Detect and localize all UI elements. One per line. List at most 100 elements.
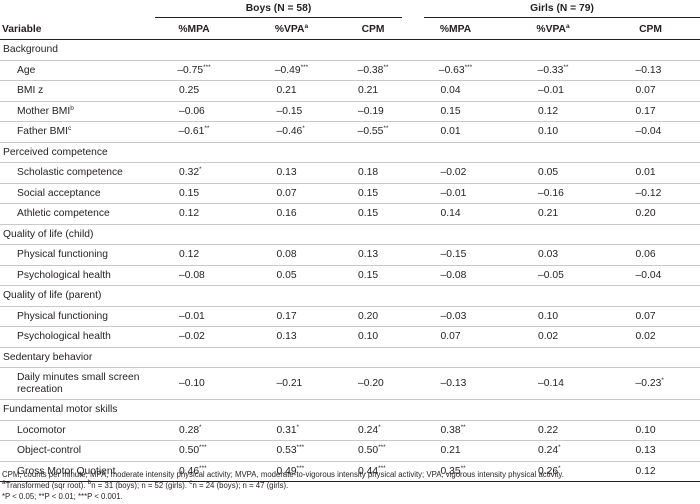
value-cell: 0.13: [601, 440, 700, 462]
section-row: Quality of life (parent): [0, 285, 700, 307]
value-cell: 0.07: [243, 183, 340, 204]
value-cell: –0.49***: [243, 60, 340, 81]
value-cell: 0.15: [145, 183, 243, 204]
value-cell: –0.19: [340, 101, 407, 122]
value-cell: 0.05: [243, 265, 340, 286]
value-cell: 0.25: [145, 80, 243, 102]
table-row: BMI z 0.25 0.21 0.21 0.04 –0.01 0.07: [0, 80, 700, 102]
value-cell: –0.13: [406, 367, 506, 400]
section-title: Sedentary behavior: [0, 347, 700, 368]
value-cell: 0.12: [145, 244, 243, 266]
table-row: Social acceptance 0.15 0.07 0.15 –0.01 –0.16–…: [0, 183, 700, 204]
group-header-row: Boys (N = 58) Girls (N = 79): [0, 0, 700, 20]
value-cell: 0.15: [340, 183, 407, 204]
table-row: Object-control 0.50*** 0.53*** 0.50*** 0.21 0…: [0, 440, 700, 462]
section-row: Fundamental motor skills: [0, 399, 700, 421]
value-cell: 0.49***: [243, 461, 340, 482]
value-cell: –0.10: [145, 367, 243, 400]
table-row: Mother BMIb –0.06 –0.15 –0.19 0.15 0.12 0.17: [0, 101, 700, 122]
value-cell: –0.08: [145, 265, 243, 286]
row-label: Psychological health: [0, 326, 145, 348]
table-row: Athletic competence 0.12 0.16 0.15 0.14 0.21 0…: [0, 203, 700, 225]
value-cell: 0.46***: [145, 461, 243, 482]
value-cell: –0.63***: [406, 60, 506, 81]
value-cell: 0.53***: [243, 440, 340, 462]
value-cell: 0.21: [243, 80, 340, 102]
value-cell: 0.02: [601, 326, 700, 348]
row-label: Scholastic competence: [0, 162, 145, 184]
value-cell: 0.12: [145, 203, 243, 225]
value-cell: 0.02: [505, 326, 602, 348]
value-cell: 0.01: [406, 121, 506, 143]
value-cell: –0.01: [505, 80, 602, 102]
value-cell: 0.20: [601, 203, 700, 225]
value-cell: –0.15: [243, 101, 340, 122]
value-cell: 0.15: [406, 101, 506, 122]
value-cell: 0.15: [340, 203, 407, 225]
column-header-row: Variable %MPA %VPAa CPM %MPA %VPAa CPM: [0, 20, 700, 40]
section-row: Background: [0, 39, 700, 61]
value-cell: 0.38**: [406, 420, 506, 441]
section-row: Perceived competence: [0, 142, 700, 163]
value-cell: 0.21: [340, 80, 407, 102]
value-cell: 0.07: [406, 326, 506, 348]
value-cell: –0.20: [340, 367, 407, 400]
boys-group-header: Boys (N = 58): [145, 0, 406, 20]
value-cell: 0.07: [601, 306, 700, 327]
boys-cpm-header: CPM: [340, 20, 407, 40]
value-cell: –0.75***: [145, 60, 243, 81]
value-cell: 0.14: [406, 203, 506, 225]
girls-group-header: Girls (N = 79): [406, 0, 700, 20]
section-title: Perceived competence: [0, 142, 700, 163]
correlation-table: Boys (N = 58) Girls (N = 79) Variable %M…: [0, 0, 700, 482]
value-cell: –0.03: [406, 306, 506, 327]
value-cell: 0.50***: [145, 440, 243, 462]
row-label: Gross Motor Quotient: [0, 461, 145, 482]
section-row: Sedentary behavior: [0, 347, 700, 368]
girls-cpm-header: CPM: [601, 20, 700, 40]
value-cell: 0.04: [406, 80, 506, 102]
value-cell: –0.13: [601, 60, 700, 81]
value-cell: 0.10: [340, 326, 407, 348]
value-cell: 0.08: [243, 244, 340, 266]
table-row: Age –0.75*** –0.49*** –0.38** –0.63*** –0.33*…: [0, 60, 700, 81]
value-cell: 0.28*: [145, 420, 243, 441]
value-cell: 0.01: [601, 162, 700, 184]
value-cell: 0.26*: [505, 461, 602, 482]
value-cell: –0.15: [406, 244, 506, 266]
value-cell: 0.12: [601, 461, 700, 482]
value-cell: 0.50***: [340, 440, 407, 462]
row-label: Mother BMIb: [0, 101, 145, 122]
section-title: Fundamental motor skills: [0, 399, 700, 421]
table-row: Daily minutes small screen recreation –0.…: [0, 367, 700, 400]
boys-mpa-header: %MPA: [145, 20, 243, 40]
table-row: Locomotor 0.28* 0.31* 0.24* 0.38** 0.22 0.10: [0, 420, 700, 441]
table-body: Background Age –0.75*** –0.49*** –0.38** –0.6…: [0, 39, 700, 482]
row-label: Psychological health: [0, 265, 145, 286]
section-title: Quality of life (parent): [0, 285, 700, 307]
table-row: Physical functioning –0.01 0.17 0.20 –0.03 0.…: [0, 306, 700, 327]
row-label: Locomotor: [0, 420, 145, 441]
value-cell: –0.02: [406, 162, 506, 184]
value-cell: –0.61**: [145, 121, 243, 143]
table-row: Father BMIc –0.61** –0.46* –0.55** 0.01 0.10–…: [0, 121, 700, 143]
table-row: Gross Motor Quotient 0.46*** 0.49*** 0.44**…: [0, 461, 700, 482]
value-cell: 0.31*: [243, 420, 340, 441]
value-cell: 0.21: [505, 203, 602, 225]
section-row: Quality of life (child): [0, 224, 700, 245]
value-cell: 0.13: [243, 162, 340, 184]
table-footnotes: CPM, counts per minute; MPA, moderate in…: [2, 469, 698, 502]
value-cell: 0.12: [505, 101, 602, 122]
footnote-transforms: aTransformed (sqr root). bn = 31 (boys);…: [2, 479, 289, 490]
girls-vpa-header: %VPAa: [505, 20, 602, 40]
value-cell: 0.20: [340, 306, 407, 327]
value-cell: –0.04: [601, 121, 700, 143]
table-row: Scholastic competence 0.32* 0.13 0.18 –0.02 0…: [0, 162, 700, 184]
row-label: Object-control: [0, 440, 145, 462]
row-label: Daily minutes small screen recreation: [0, 367, 145, 400]
value-cell: –0.04: [601, 265, 700, 286]
value-cell: 0.05: [505, 162, 602, 184]
variable-header: Variable: [0, 20, 145, 40]
section-title: Background: [0, 39, 700, 61]
